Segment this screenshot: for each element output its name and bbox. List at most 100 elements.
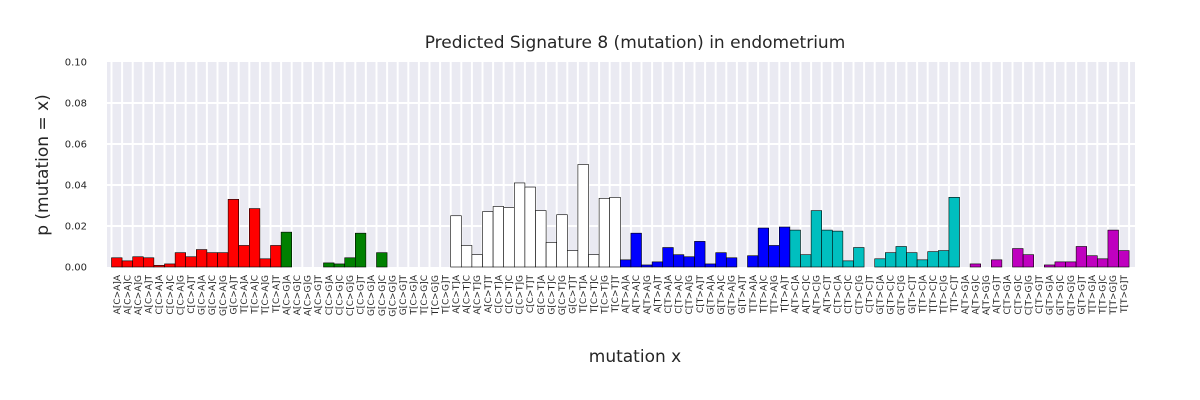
bar [259,258,271,268]
bar [662,247,674,268]
bar [492,206,505,268]
bar [800,254,812,268]
x-tick-label: C[T>G]C [1014,275,1024,315]
x-tick-label: T[T>G]A [1088,274,1098,315]
x-tick-label: T[T>G]C [1099,275,1109,315]
x-tick-label: G[C>A]A [198,274,208,315]
x-tick-label: C[C>A]G [176,275,186,315]
y-tick-label: 0.00 [65,263,87,274]
bar [842,260,854,268]
x-axis-label: mutation x [589,347,681,367]
x-tick-label: T[C>G]A [410,274,420,315]
bar [641,264,653,268]
bar [694,241,706,268]
bar [1107,229,1119,268]
y-tick-label: 0.04 [65,181,87,192]
x-tick-label: A[C>T]C [463,275,473,314]
x-tick-label: C[T>G]G [1024,275,1034,315]
bar [503,207,515,268]
x-tick-label: T[T>C]C [929,275,939,314]
x-tick-label: G[T>A]T [738,275,748,314]
x-tick-label: C[C>G]G [346,275,356,316]
x-tick-label: A[T>G]C [971,275,981,314]
x-tick-label: C[T>C]C [844,275,854,314]
x-tick-label: C[C>A]A [155,274,165,314]
bar [916,259,928,268]
bar [1075,246,1087,268]
x-tick-label: A[C>A]G [134,275,144,315]
bar [196,249,208,268]
x-tick-label: G[C>G]C [378,275,388,316]
x-tick-label: T[C>G]C [420,275,430,316]
x-tick-label: C[C>A]C [166,275,176,315]
x-tick-label: T[C>G]T [441,275,451,315]
x-tick-label: A[C>T]G [473,275,483,315]
x-tick-label: T[T>C]G [940,275,950,315]
bar [874,258,886,268]
x-tick-label: T[C>T]C [590,275,600,314]
bar [280,231,293,268]
bar [535,210,547,268]
x-tick-label: C[C>T]G [516,275,526,315]
x-tick-label: A[T>A]A [622,274,632,313]
x-tick-label: C[C>G]T [357,275,367,315]
x-tick-label: A[C>T]T [484,274,494,313]
bar [906,252,918,268]
x-tick-labels: A[C>A]A A[C>A]C A[C>A]G A[C>A]T C[C>A]A C[C>A… [113,274,1130,317]
bar [217,252,229,268]
chart-title: Predicted Signature 8 (mutation) in endo… [425,33,846,53]
bar [768,245,780,268]
x-tick-label: A[T>G]T [993,275,1003,314]
x-tick-label: C[C>A]T [187,275,197,314]
bar [1022,254,1034,268]
bar [577,164,589,268]
x-tick-label: A[C>A]T [145,275,155,314]
bar [545,242,557,268]
x-tick-label: T[T>A]C [759,275,769,314]
bar [704,263,716,268]
bar [1044,264,1056,268]
bar [143,257,155,268]
bar [1086,255,1098,268]
bar [344,257,356,268]
bar [884,252,897,268]
bar [588,254,600,268]
y-tick-label: 0.08 [65,99,87,110]
x-tick-label: C[T>G]T [1035,275,1045,314]
x-tick-label: C[T>A]T [696,274,706,313]
bar [249,208,261,268]
bars [111,164,1130,268]
bar [1118,250,1130,268]
bar [895,246,907,268]
x-tick-label: C[C>T]C [505,275,515,314]
x-tick-label: A[C>A]C [123,275,133,314]
bar [333,263,346,268]
bar [619,259,632,268]
bar [524,186,536,268]
x-tick-label: T[T>G]T [1120,274,1130,314]
x-tick-label: C[T>A]C [675,275,685,314]
bar [185,256,197,268]
bar [206,252,218,268]
x-tick-label: C[C>G]C [335,275,345,315]
bar [354,232,367,268]
x-tick-label: G[C>A]T [229,275,239,315]
x-tick-label: G[T>A]G [728,275,738,315]
x-tick-label: C[C>T]A [494,274,504,314]
x-tick-label: T[C>T]G [600,275,610,315]
x-tick-label: T[C>A]T [272,274,282,314]
y-axis-label: p (mutation = x) [33,94,53,236]
x-tick-label: T[T>C]A [918,274,928,314]
bar [672,254,685,268]
bar [376,252,388,268]
x-tick-label: C[T>C]G [855,275,865,315]
x-tick-label: A[T>A]G [643,275,653,314]
bar [471,254,483,268]
y-tick-label: 0.10 [65,58,87,69]
x-tick-label: C[C>T]T [526,275,536,314]
x-tick-label: G[C>T]T [569,275,579,314]
x-tick-label: T[C>A]G [261,275,271,316]
x-tick-label: T[T>A]T [781,275,791,314]
x-tick-label: G[C>G]A [367,274,377,316]
